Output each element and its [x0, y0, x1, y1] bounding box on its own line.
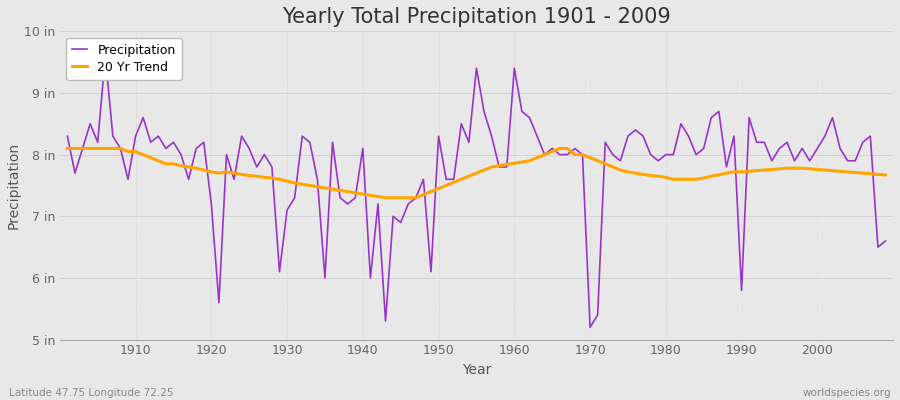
Precipitation	[517, 109, 527, 114]
20 Yr Trend	[122, 149, 133, 154]
Title: Yearly Total Precipitation 1901 - 2009: Yearly Total Precipitation 1901 - 2009	[282, 7, 670, 27]
Precipitation	[880, 238, 891, 243]
20 Yr Trend	[608, 164, 618, 169]
Precipitation	[615, 158, 626, 163]
20 Yr Trend	[62, 146, 73, 151]
Precipitation	[342, 202, 353, 206]
20 Yr Trend	[517, 160, 527, 164]
Precipitation	[297, 134, 308, 138]
Precipitation	[62, 134, 73, 138]
Text: Latitude 47.75 Longitude 72.25: Latitude 47.75 Longitude 72.25	[9, 388, 174, 398]
Line: Precipitation: Precipitation	[68, 56, 886, 327]
Y-axis label: Precipitation: Precipitation	[7, 142, 21, 229]
20 Yr Trend	[508, 161, 519, 166]
20 Yr Trend	[880, 172, 891, 177]
20 Yr Trend	[380, 195, 391, 200]
Precipitation	[585, 325, 596, 330]
Precipitation	[508, 66, 519, 71]
Text: worldspecies.org: worldspecies.org	[803, 388, 891, 398]
Line: 20 Yr Trend: 20 Yr Trend	[68, 148, 886, 198]
Precipitation	[130, 134, 141, 138]
20 Yr Trend	[289, 180, 300, 185]
20 Yr Trend	[335, 188, 346, 193]
X-axis label: Year: Year	[462, 363, 491, 377]
Precipitation	[100, 54, 111, 58]
Legend: Precipitation, 20 Yr Trend: Precipitation, 20 Yr Trend	[66, 38, 182, 80]
